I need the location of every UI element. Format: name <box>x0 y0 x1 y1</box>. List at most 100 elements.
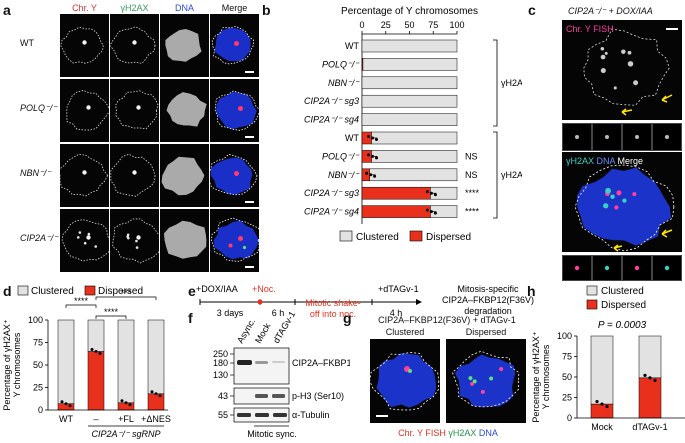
nucleus-outline <box>583 28 670 106</box>
micrograph-image <box>61 219 109 262</box>
chart-d-point <box>150 390 154 394</box>
micrograph-image <box>110 26 156 64</box>
chart-b-group-pos-bracket <box>493 131 498 219</box>
chart-d-point <box>120 399 124 403</box>
foci-spot <box>613 86 617 90</box>
chart-d: Clustered Dispersed 0 25 50 75 100 Percentage o… <box>2 285 171 439</box>
chart-b-point <box>425 190 429 194</box>
nucleus-outline <box>370 351 440 411</box>
chart-b-bar-clustered <box>362 58 458 71</box>
scale-bar <box>245 266 254 268</box>
foci-spot <box>94 245 98 248</box>
foci-spot <box>664 265 670 271</box>
nucleus-outline <box>214 90 259 131</box>
chart-b-point <box>429 210 433 214</box>
foci-spot <box>600 54 606 60</box>
gh2ax-spot <box>242 245 247 250</box>
blot-band-label: α-Tubulin <box>292 410 329 420</box>
chart-b-tick-label: 75 <box>428 20 438 30</box>
blot-band <box>237 413 251 417</box>
chart-d-bar-dispersed <box>147 393 165 411</box>
chart-d-point <box>98 352 102 355</box>
foci-spot <box>136 105 141 110</box>
foci-spot <box>600 67 606 74</box>
timeline-6h: 6 h <box>272 308 285 318</box>
chart-b-category-label: WT <box>345 133 359 143</box>
foci-spot <box>622 198 627 203</box>
chart-d-category-label: +ΔNES <box>141 414 171 424</box>
panel-g-sub-dispersed: Dispersed <box>465 327 507 337</box>
foci-spot <box>605 187 611 194</box>
micrograph-image <box>110 153 156 197</box>
micrograph-cell <box>210 79 259 142</box>
micrograph-cell <box>210 209 259 272</box>
chart-d-sig-bracket <box>65 304 97 308</box>
arrow-icon <box>661 229 673 238</box>
panel-c-thumb <box>592 123 622 151</box>
foci-spot <box>603 203 609 209</box>
chart-b-significance: NS <box>465 170 478 180</box>
panel-c-merge-image: γH2AX DNA Merge <box>562 152 682 252</box>
blot-band-label: p-H3 (Ser10) <box>292 391 344 401</box>
micrograph-cell <box>60 14 109 77</box>
micrograph-image <box>211 25 254 65</box>
chart-b-significance: NS <box>465 151 478 161</box>
foci-spot <box>87 232 91 236</box>
panel-c-thumb <box>622 123 652 151</box>
foci-spot <box>132 40 137 45</box>
scale-bar <box>245 71 254 73</box>
foci-spot <box>78 231 82 234</box>
panel-c-merge-labels: γH2AX DNA Merge <box>566 156 643 166</box>
timeline-result-2: CIP2A–FKBP12(F36V) <box>442 295 534 305</box>
blot-band <box>255 394 268 398</box>
chart-d-legend-clustered-swatch <box>17 285 29 296</box>
chrY-spot <box>238 106 243 111</box>
chart-h-point <box>643 373 647 377</box>
chart-d-tick-label: 100 <box>28 315 43 325</box>
panel-f-label: f <box>188 310 193 326</box>
chart-h-bar-clustered <box>638 335 662 379</box>
chart-b-point <box>433 211 437 215</box>
panel-c-thumb <box>562 123 592 151</box>
blot-mw-label: 180 <box>213 358 228 368</box>
chart-h-tick-label: 100 <box>557 331 572 341</box>
blot-box-cip2a <box>233 347 290 385</box>
micrograph-cell <box>110 209 159 272</box>
chart-h-bar-dispersed <box>638 377 662 419</box>
chart-b-point <box>371 136 374 140</box>
scale-bar <box>245 136 254 138</box>
chart-b-bar-dispersed <box>361 186 431 200</box>
panel-c-thumb <box>622 255 652 281</box>
chart-b-group-neg-label: γH2AX⁻ <box>501 78 522 88</box>
micrograph-image <box>166 92 207 127</box>
arrow-icon <box>661 94 673 103</box>
chart-d-tick-label: 0 <box>38 405 43 415</box>
foci-spot <box>470 381 475 386</box>
panel-h-label: h <box>527 283 536 299</box>
thumb-image <box>604 265 610 271</box>
chart-d-tick-label: 25 <box>33 383 43 393</box>
chart-h-pvalue: P = 0.0003 <box>598 320 647 331</box>
panel-c-fish-image: Chr. Y FISH <box>562 20 682 120</box>
panel-c-thumb <box>592 255 622 281</box>
micrograph-image: γH2AX DNA Merge <box>566 156 675 252</box>
panel-g-legend: Chr. Y FISH γH2AX DNA <box>370 428 526 438</box>
chart-h-point <box>653 378 657 382</box>
foci-spot <box>605 135 609 139</box>
chart-h-legend-clustered-swatch <box>586 285 598 296</box>
chart-d-bar-dispersed <box>87 351 105 411</box>
chart-b-category-label: NBN⁻/⁻ <box>328 170 360 180</box>
panel-c-fish-label: Chr. Y FISH <box>566 24 614 34</box>
foci-spot <box>82 40 87 45</box>
chart-b-legend-dispersed: Dispersed <box>426 232 471 243</box>
micrograph-cell <box>110 144 159 207</box>
chart-d-point <box>158 394 162 398</box>
blot-mw-label: 43 <box>218 391 228 401</box>
nucleus-outline <box>110 26 156 64</box>
chart-d-category-label: WT <box>59 414 73 424</box>
micrograph-image <box>165 29 202 62</box>
arrow-icon <box>613 244 623 252</box>
panel-b-label: b <box>262 2 271 18</box>
foci-spot <box>574 265 580 271</box>
micrograph-cell <box>110 14 159 77</box>
